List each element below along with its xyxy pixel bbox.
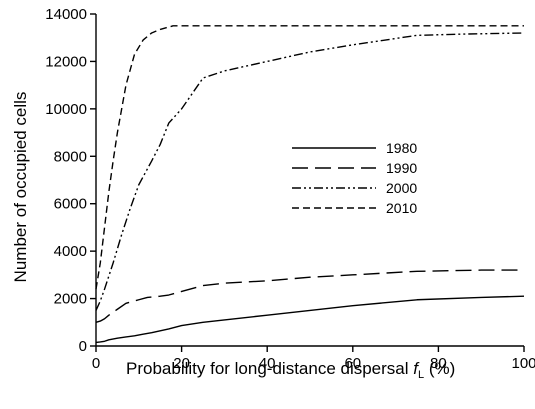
legend-label-1980: 1980	[386, 140, 417, 156]
x-tick-label: 100	[511, 355, 535, 372]
x-tick-label: 20	[173, 355, 190, 372]
x-tick-label: 60	[344, 355, 361, 372]
x-axis-title-suffix: (%)	[424, 359, 455, 378]
y-tick-label: 0	[79, 338, 87, 355]
x-axis-title: Probability for long-distance dispersal …	[126, 359, 455, 381]
axes-group	[90, 13, 525, 352]
x-tick-label: 0	[92, 355, 100, 372]
x-tick-label: 40	[259, 355, 276, 372]
x-axis-title-subscript: L	[418, 369, 424, 381]
y-tick-label: 12000	[45, 53, 87, 70]
y-tick-label: 10000	[45, 101, 87, 118]
legend-label-2000: 2000	[386, 180, 417, 196]
tick-labels-group: 0 2000 4000 6000 8000 10000 12000 14000 0 20 40 60 8…	[45, 6, 535, 372]
y-tick-label: 4000	[54, 243, 87, 260]
legend-label-2010: 2010	[386, 200, 417, 216]
legend: 1980 1990 2000 2010	[292, 140, 417, 216]
x-tick-label: 80	[430, 355, 447, 372]
y-axis-title: Number of occupied cells	[11, 92, 30, 283]
series-line-1980	[95, 295, 525, 344]
x-axis-title-variable: f	[413, 359, 420, 378]
y-tick-label: 14000	[45, 6, 87, 23]
y-tick-label: 2000	[54, 291, 87, 308]
series-group	[95, 25, 525, 344]
series-line-1990	[95, 269, 524, 323]
legend-label-1990: 1990	[386, 160, 417, 176]
x-axis-title-prefix: Probability for long-distance dispersal	[126, 359, 413, 378]
y-tick-label: 8000	[54, 148, 87, 165]
series-line-2010	[95, 25, 524, 290]
series-line-2000	[95, 32, 525, 311]
y-tick-label: 6000	[54, 196, 87, 213]
